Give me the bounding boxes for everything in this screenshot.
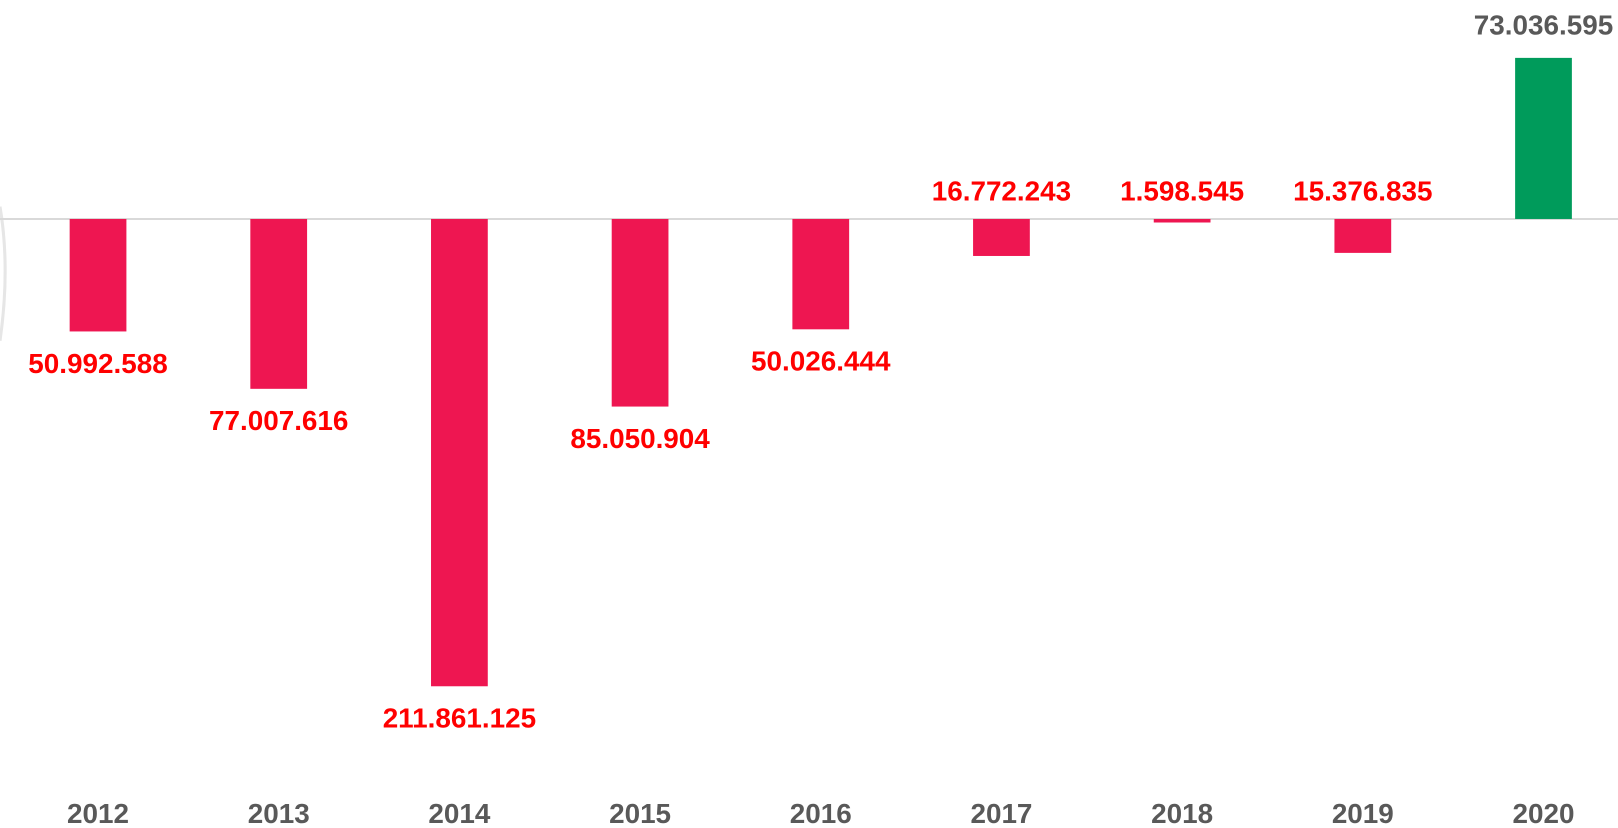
bar [69,218,127,332]
data-label: 1.598.545 [1120,176,1244,207]
data-label: 73.036.595 [1474,9,1613,40]
bar [973,218,1030,256]
decoration [0,206,7,341]
bar [1515,57,1572,219]
x-tick-label: 2017 [970,798,1032,828]
bar [611,218,669,407]
x-tick-label: 2016 [790,798,852,828]
x-tick-label: 2018 [1151,798,1213,828]
x-tick-label: 2019 [1332,798,1394,828]
x-tick-label: 2014 [428,798,490,828]
bar [431,218,488,687]
x-tick-label: 2012 [67,798,129,828]
data-label: 211.861.125 [383,703,536,734]
bar [1334,218,1392,253]
data-label: 50.026.444 [751,346,891,377]
x-tick-label: 2013 [248,798,310,828]
bar [792,218,850,330]
bar [1153,218,1211,223]
data-label: 15.376.835 [1293,176,1432,207]
data-label: 77.007.616 [209,405,348,436]
x-tick-label: 2015 [609,798,671,828]
x-tick-label: 2020 [1513,798,1575,828]
data-label: 50.992.588 [28,348,167,379]
bar [250,218,308,389]
data-label: 85.050.904 [570,423,710,454]
data-label: 16.772.243 [932,176,1071,207]
